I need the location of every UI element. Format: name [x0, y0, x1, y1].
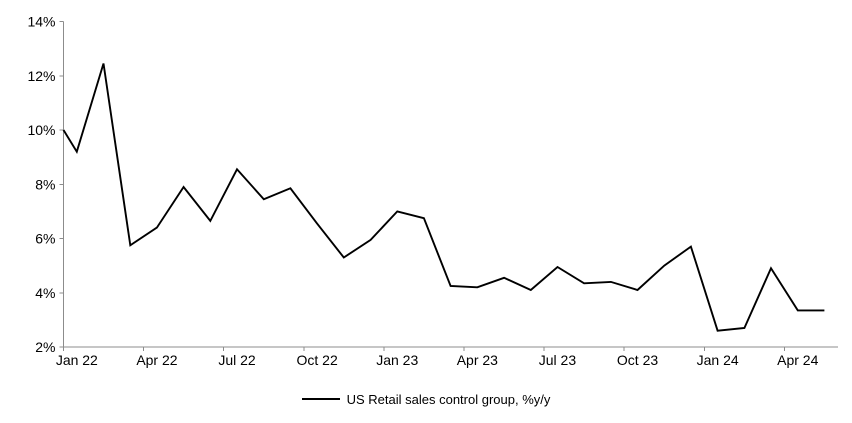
x-axis-tick-label: Jan 23: [376, 352, 418, 368]
y-axis-tick-label: 8%: [35, 176, 55, 192]
x-axis-tick-label: Apr 24: [777, 352, 818, 368]
x-axis-tick-label: Oct 22: [297, 352, 338, 368]
y-axis-tick-label: 12%: [27, 68, 55, 84]
x-axis-tick-label: Jul 23: [539, 352, 577, 368]
y-axis-tick-label: 14%: [27, 14, 55, 30]
y-axis-tick-label: 2%: [35, 339, 55, 355]
legend-series-label: US Retail sales control group, %y/y: [346, 391, 551, 407]
series-line: [62, 63, 825, 332]
y-axis-tick-label: 6%: [35, 231, 55, 247]
x-axis-tick-label: Apr 23: [457, 352, 498, 368]
x-axis-tick-label: Apr 22: [136, 352, 177, 368]
x-axis-tick-label: Jul 22: [218, 352, 256, 368]
chart-plot-area: 2% 4% 6% 8% 10% 12% 14% Jan 22 Apr 22 Jul 22 Oct 2…: [27, 14, 838, 368]
chart-legend: US Retail sales control group, %y/y: [0, 388, 852, 410]
x-axis-tick-label: Jan 24: [697, 352, 739, 368]
x-axis-tick-label: Jan 22: [56, 352, 98, 368]
y-axis-tick-label: 10%: [27, 122, 55, 138]
x-axis-tick-label: Oct 23: [617, 352, 658, 368]
y-axis-tick-label: 4%: [35, 285, 55, 301]
legend-line-sample-icon: [301, 398, 340, 400]
